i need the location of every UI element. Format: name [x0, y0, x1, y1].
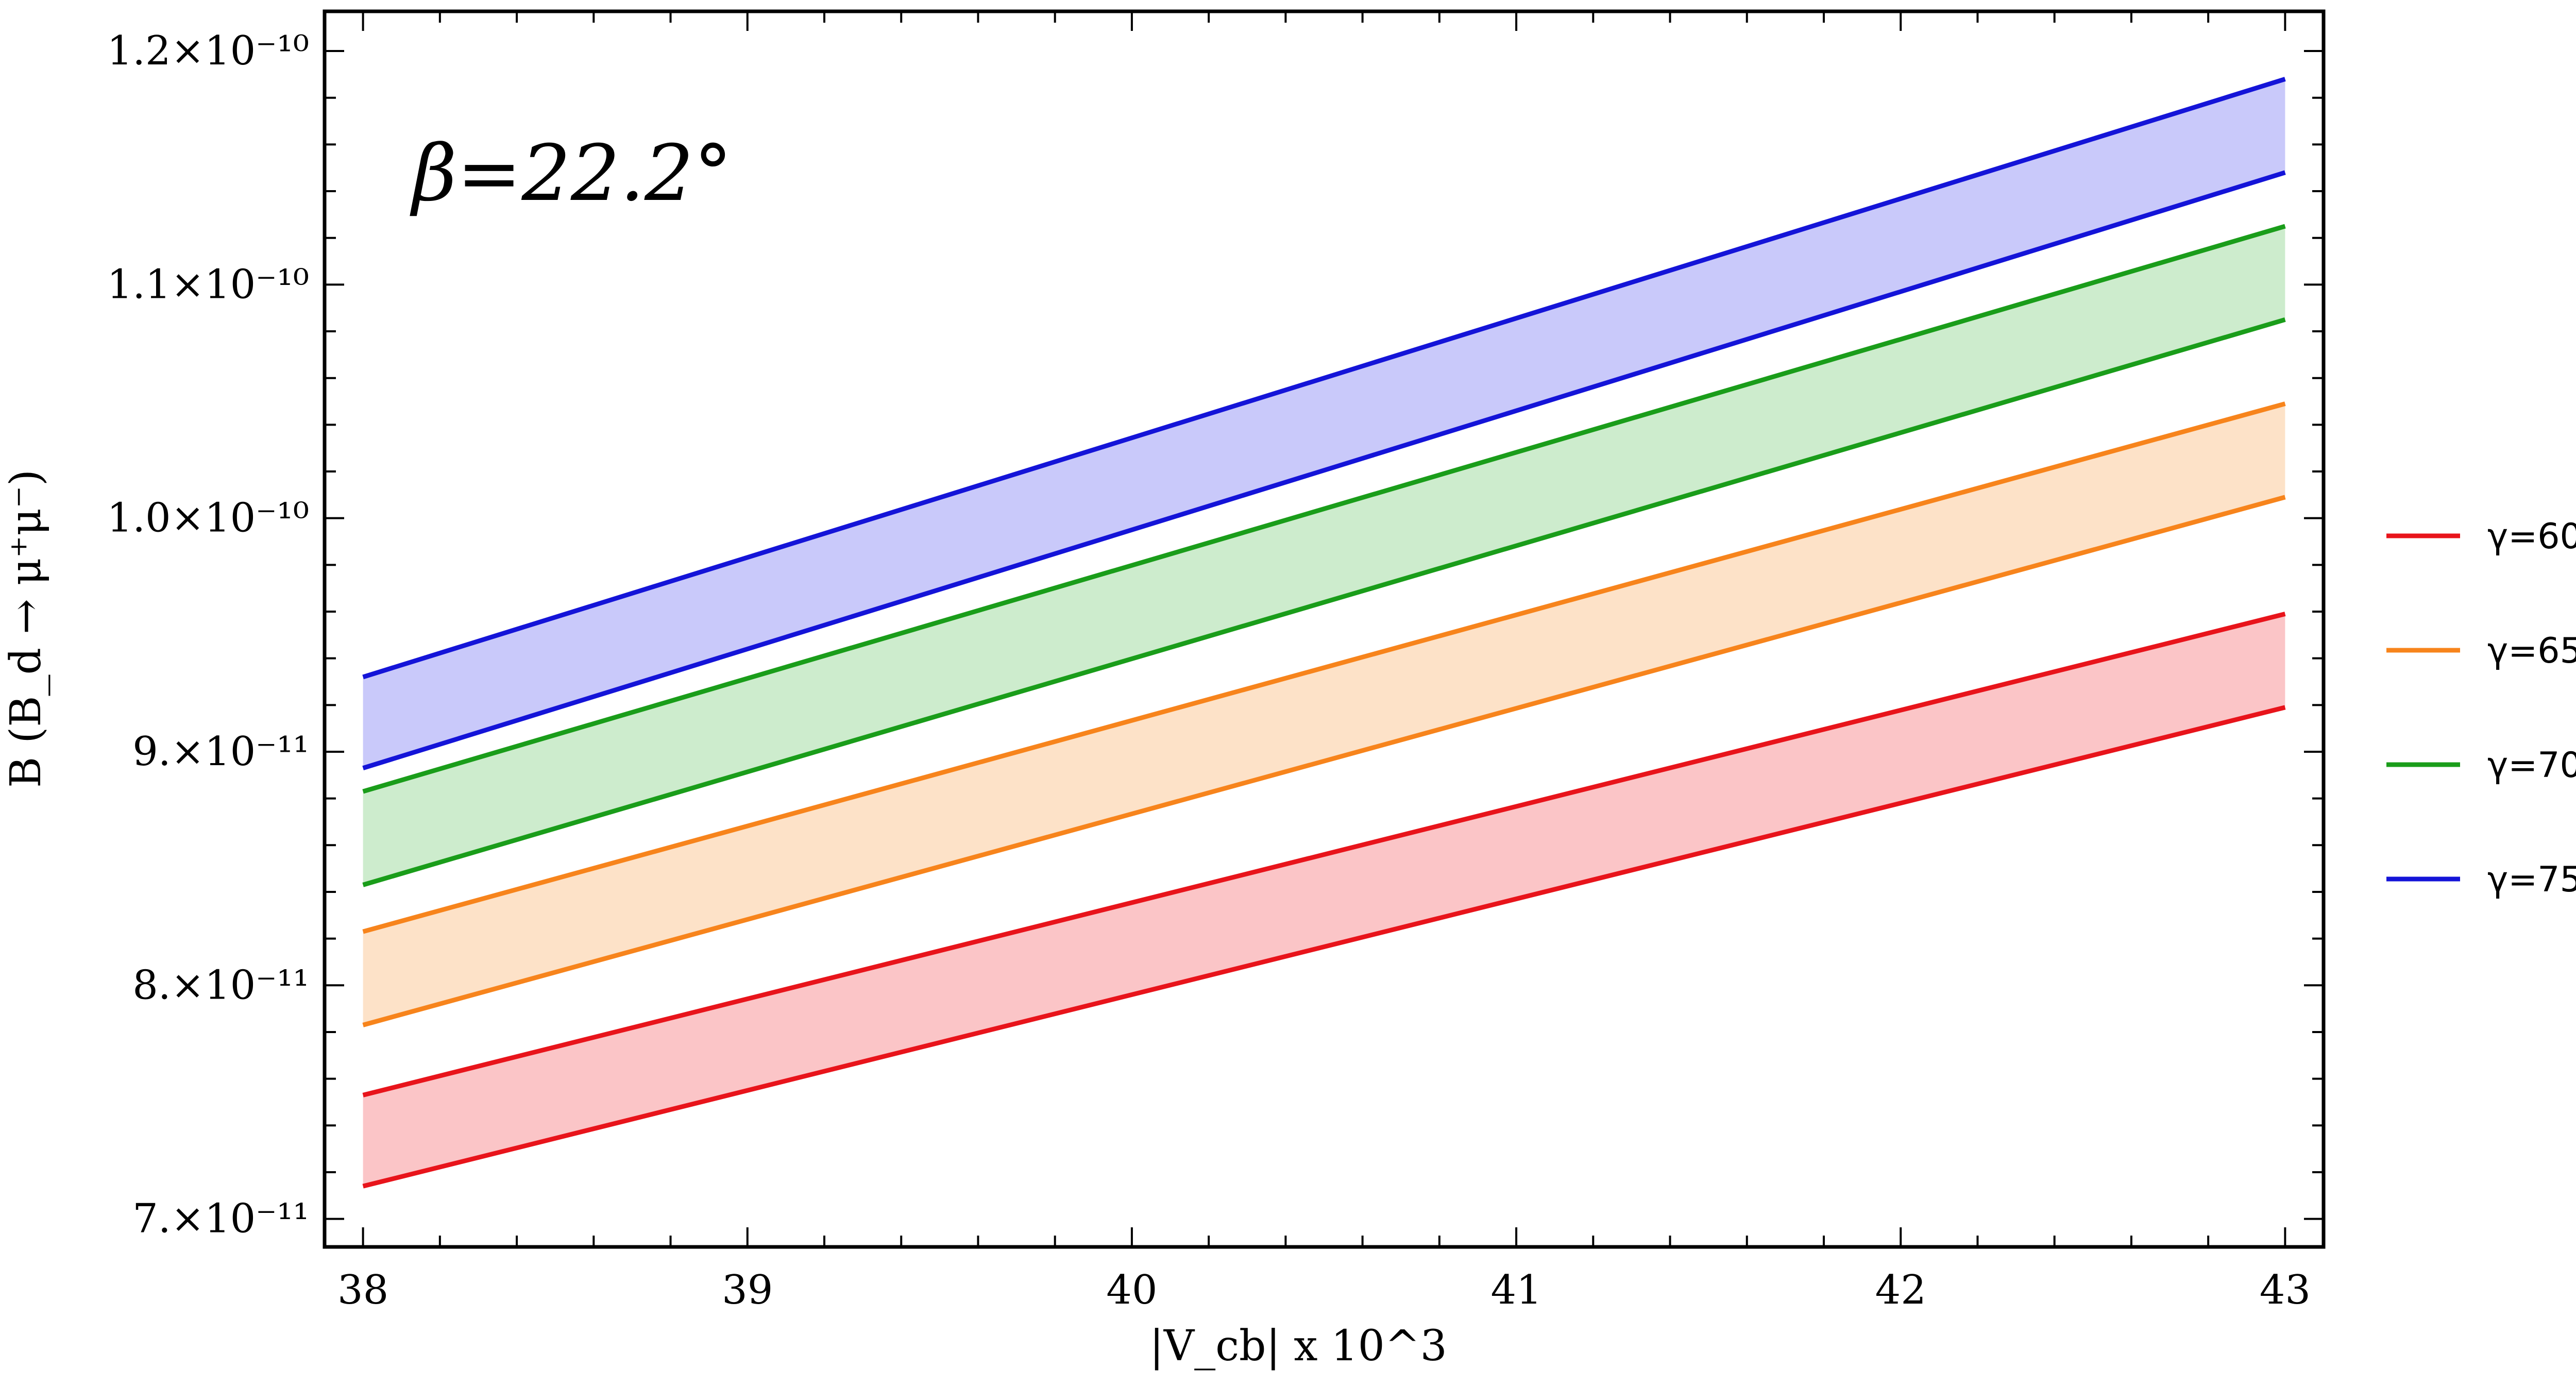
band-upper-line-2 — [362, 224, 2286, 794]
band-lower-line-0 — [362, 705, 2286, 1189]
legend-label-2: γ=70° — [2487, 745, 2576, 786]
x-tick-label-4: 42 — [1875, 1267, 1926, 1313]
band-lower-line-1 — [362, 495, 2286, 1027]
annotation-beta: β=22.2° — [410, 129, 732, 218]
x-tick-label-5: 43 — [2260, 1267, 2311, 1313]
y-tick-label-2: 9.×10⁻¹¹ — [132, 729, 309, 775]
band-fill-2 — [363, 226, 2285, 885]
x-tick-label-0: 38 — [337, 1267, 388, 1313]
bands-layer — [362, 77, 2286, 1189]
band-upper-line-3 — [362, 77, 2286, 680]
legend-label-1: γ=65° — [2487, 631, 2576, 671]
ticks-layer: 38 39 40 41 42 43 7.×10⁻¹¹ 8.×10⁻¹¹ 9.×10⁻¹¹ 1.0×… — [107, 11, 2324, 1313]
band-fill-1 — [363, 403, 2285, 1025]
band-upper-line-0 — [362, 612, 2286, 1097]
y-tick-label-5: 1.2×10⁻¹⁰ — [107, 28, 309, 74]
y-tick-label-3: 1.0×10⁻¹⁰ — [107, 495, 309, 542]
y-tick-label-4: 1.1×10⁻¹⁰ — [107, 261, 309, 308]
x-tick-label-2: 40 — [1106, 1267, 1157, 1313]
x-tick-label-3: 41 — [1490, 1267, 1541, 1313]
x-tick-label-1: 39 — [722, 1267, 773, 1313]
y-tick-label-1: 8.×10⁻¹¹ — [132, 962, 309, 1008]
band-lower-line-2 — [362, 317, 2286, 887]
y-tick-label-0: 7.×10⁻¹¹ — [132, 1196, 309, 1242]
band-fill-0 — [363, 614, 2285, 1187]
band-lower-line-3 — [362, 170, 2286, 771]
band-upper-line-1 — [362, 401, 2286, 934]
legend: γ=60° γ=65° γ=70° γ=75° — [2386, 516, 2576, 900]
x-axis-title: |V_cb| x 10^3 — [1149, 1322, 1447, 1371]
band-fill-3 — [363, 79, 2285, 768]
y-axis-title: B (B_d → μ⁺μ⁻) — [2, 469, 50, 788]
legend-label-0: γ=60° — [2487, 516, 2576, 557]
plot-frame — [323, 9, 2326, 1249]
legend-label-3: γ=75° — [2487, 859, 2576, 900]
